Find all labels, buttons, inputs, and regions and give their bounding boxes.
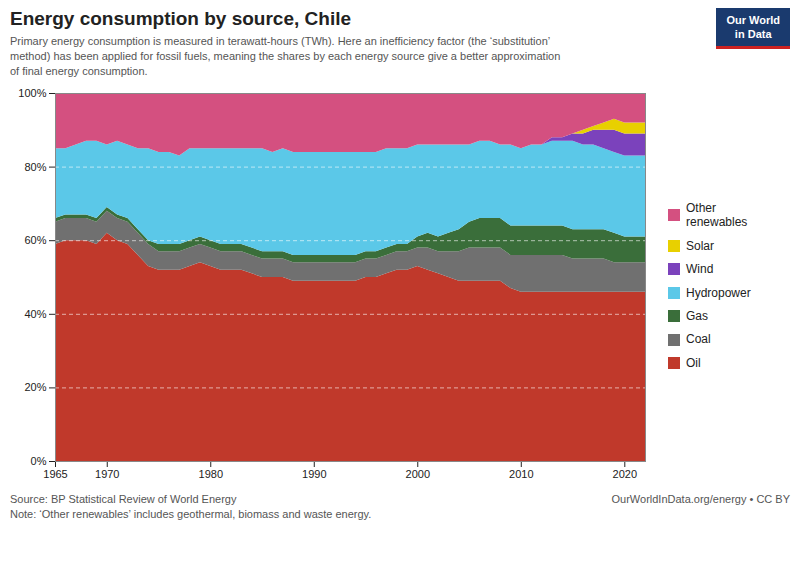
html-text:Solar: Solar [686,238,714,253]
html-text:OurWorldInData.org/energy • CC: OurWorldInData.org/energy • CC BY [611,492,790,505]
svg-text:40%: 40% [24,307,46,319]
html-text:Oil: Oil [686,355,701,370]
html-text:Energy consumption by source,: Energy consumption by source, Chile [10,8,351,29]
svg-text:100%: 100% [18,87,46,99]
html-text:Other renewables: Other renewables [686,201,748,230]
html-text:Note: ‘Other renewables’ inclu: Note: ‘Other renewables’ includes geothe… [10,507,372,520]
svg-text:0%: 0% [31,455,47,467]
html-text:Hydropower: Hydropower [686,285,751,300]
html-text:Gas: Gas [686,308,708,323]
svg-text:2020: 2020 [613,468,637,480]
html-text:Coal: Coal [686,332,711,347]
svg-text:1970: 1970 [95,468,119,480]
svg-text:1990: 1990 [302,468,326,480]
html-text:Wind: Wind [686,262,714,277]
html-text:Primary energy consumption is: Primary energy consumption is measured i… [10,35,561,77]
svg-text:1980: 1980 [199,468,223,480]
html-text:Source: BP Statistical Review: Source: BP Statistical Review of World E… [10,492,237,505]
svg-text:60%: 60% [24,234,46,246]
svg-text:20%: 20% [24,381,46,393]
svg-text:2010: 2010 [509,468,533,480]
html-text:Our World in Data: Our World in Data [726,14,780,40]
svg-text:2000: 2000 [406,468,430,480]
svg-text:1965: 1965 [43,468,67,480]
svg-text:80%: 80% [24,160,46,172]
